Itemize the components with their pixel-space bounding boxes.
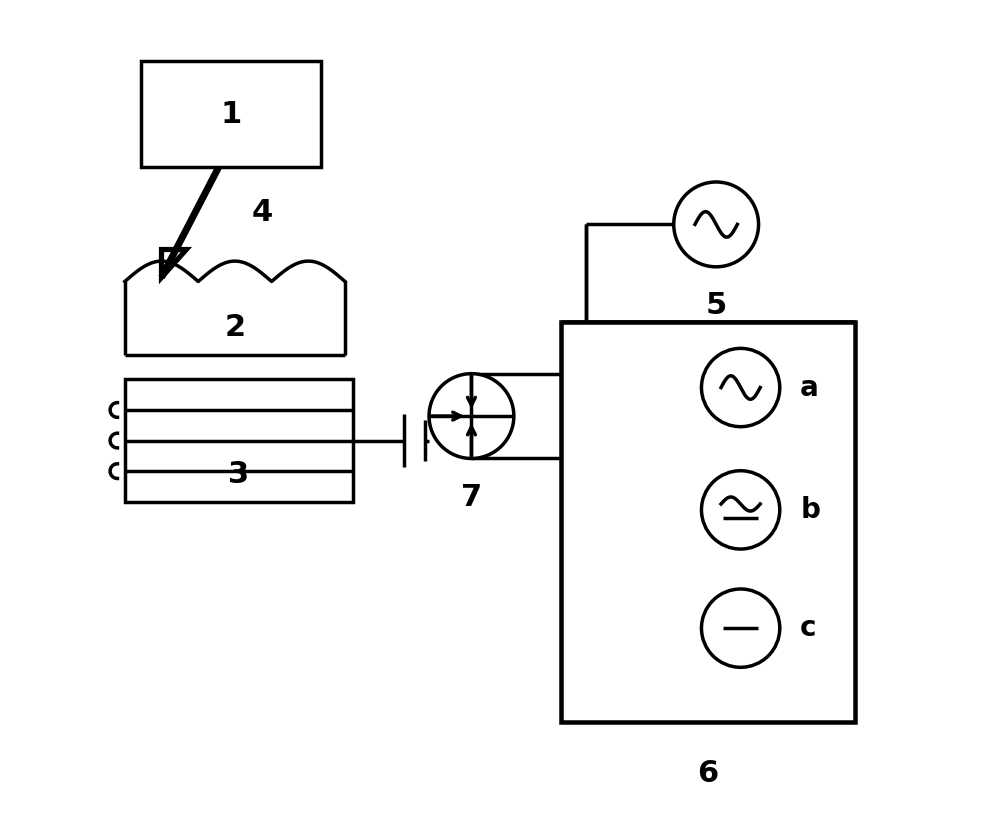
Circle shape — [701, 349, 780, 427]
Circle shape — [701, 471, 780, 549]
Text: 5: 5 — [706, 291, 727, 321]
Text: 2: 2 — [224, 312, 245, 341]
Text: a: a — [800, 373, 819, 401]
Bar — [141, 61, 321, 167]
Text: 3: 3 — [228, 461, 250, 489]
Text: c: c — [800, 614, 817, 642]
Text: 6: 6 — [697, 759, 719, 788]
Bar — [561, 322, 855, 722]
Text: 7: 7 — [461, 483, 482, 512]
Circle shape — [674, 182, 759, 267]
Bar — [125, 379, 353, 502]
Text: 1: 1 — [220, 100, 241, 129]
Text: b: b — [800, 496, 820, 524]
Circle shape — [701, 589, 780, 667]
Text: 4: 4 — [251, 198, 272, 227]
Circle shape — [429, 373, 514, 458]
